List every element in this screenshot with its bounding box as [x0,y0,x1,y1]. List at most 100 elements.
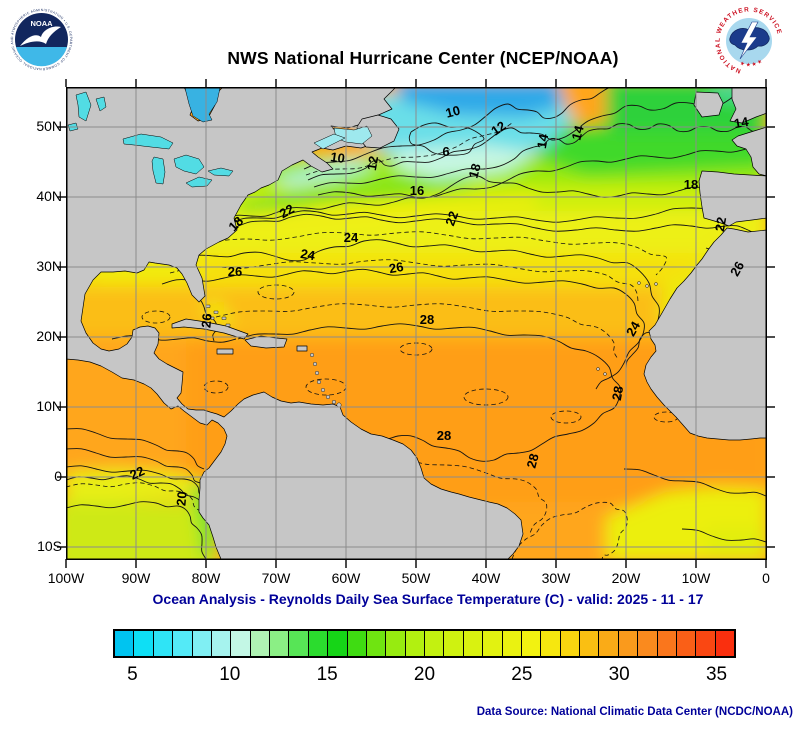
y-axis-label: 40N [36,188,62,204]
contour-line-25 [511,501,628,560]
x-axis-label: 80W [191,570,221,586]
contour-line-20 [66,501,207,560]
y-axis-label: 20N [36,328,62,344]
contour-label-24: 24 [299,246,317,263]
small-lake [95,96,107,112]
colorbar-tick-label: 15 [316,664,338,685]
contour-label-6: 6 [442,144,449,159]
contour-line-26 [66,448,201,484]
contour-label-14: 14 [733,114,751,131]
contour-label-22: 22 [277,201,297,221]
colorbar-cell [270,631,290,656]
noaa-logo-sea [16,47,67,67]
contour-line-23 [66,482,201,512]
contour-line-24 [66,465,205,498]
colorbar-cell [444,631,464,656]
contour-line-28 [237,323,621,462]
colorbar-tick-label: 20 [413,664,436,685]
inland-water-layer [67,87,373,188]
land-jamaica [216,348,234,355]
colorbar-cell [231,631,251,656]
y-axis-label: 0 [54,468,62,484]
data-source-note: Data Source: National Climatic Data Cent… [476,706,793,718]
contour-line-26 [623,468,767,497]
colorbar-cell [308,631,329,656]
land-france [731,126,767,177]
noaa-bird-icon [20,26,61,46]
contour-loop [203,380,229,394]
x-axis-label: 40W [471,570,501,586]
contour-label-26: 26 [198,313,214,329]
colorbar-cell [541,631,561,656]
contour-label-22: 22 [712,216,729,233]
colorbar-tick-label: 5 [127,664,138,685]
contour-line-23 [195,231,668,276]
land-iberia [698,170,767,227]
y-axis-label: 50N [36,118,62,134]
lake-ontario [207,167,234,177]
colorbar-cell [211,631,232,656]
x-axis-label: 10W [681,570,711,586]
land-puerto-rico [296,345,308,352]
land-ireland [693,91,724,118]
contour-label-26: 26 [228,264,242,279]
contour-label-28: 28 [609,385,626,402]
nws-logo: NATIONAL WEATHER SERVICE ★ ★ ★ ★ [714,6,783,75]
colorbar-cell [328,631,348,656]
colorbar [113,629,736,658]
contour-label-22: 22 [442,209,461,228]
colorbar-cell [696,631,716,656]
contour-label-18: 18 [684,177,698,192]
colorbar-cell [657,631,677,656]
land-americas [66,87,524,560]
colorbar-cell [463,631,484,656]
colorbar-tick-label: 35 [705,664,728,685]
colorbar-tick-label: 30 [608,664,630,685]
contour-line-16 [317,145,767,199]
colorbar-cell [386,631,406,656]
colorbar-cell [134,631,154,656]
x-axis-label: 90W [121,570,151,586]
grid-lines [66,87,766,559]
land-layer [66,87,767,560]
colorbar-cell [638,631,658,656]
sst-map: 10 12 14 14 14 6 10 12 16 18 18 18 22 22 22 24 24 26 26 26 2… [57,79,775,568]
map-frame [66,87,767,560]
contour-line-24 [681,528,767,543]
contour-label-28: 28 [524,452,542,470]
contour-label-12: 12 [488,118,508,139]
colorbar-cell [502,631,522,656]
lake-winnipeg [75,91,92,122]
contour-label-14: 14 [534,132,551,150]
colorbar-cell [483,631,503,656]
contour-line-14 [313,123,767,188]
contour-label-28: 28 [420,312,434,327]
noaa-logo: NOAA NATIONAL OCEANIC AND ATMOSPHERIC AD… [8,6,75,73]
contour-label-10: 10 [329,149,345,166]
contour-line-28 [66,428,205,470]
land-britain [729,87,767,124]
contour-label-10: 10 [444,103,462,121]
colorbar-cell [425,631,445,656]
land-cuba [171,318,249,340]
noaa-logo-text: NOAA [30,19,53,28]
contour-line-27 [365,457,548,534]
contour-label-18: 18 [466,162,484,180]
contour-label-22: 22 [127,463,146,483]
colorbar-cell [715,631,734,656]
x-axis-label: 50W [401,570,431,586]
contour-line-25 [169,259,639,302]
colorbar-cell [521,631,542,656]
colorbar-cell [676,631,697,656]
land-africa [643,227,767,441]
colorbar-cell [580,631,600,656]
colorbar-cell [347,631,367,656]
colorbar-cell [599,631,619,656]
colorbar-cell [366,631,387,656]
x-axis-label: 30W [541,570,571,586]
colorbar-cell [192,631,212,656]
x-axis-label: 70W [261,570,291,586]
